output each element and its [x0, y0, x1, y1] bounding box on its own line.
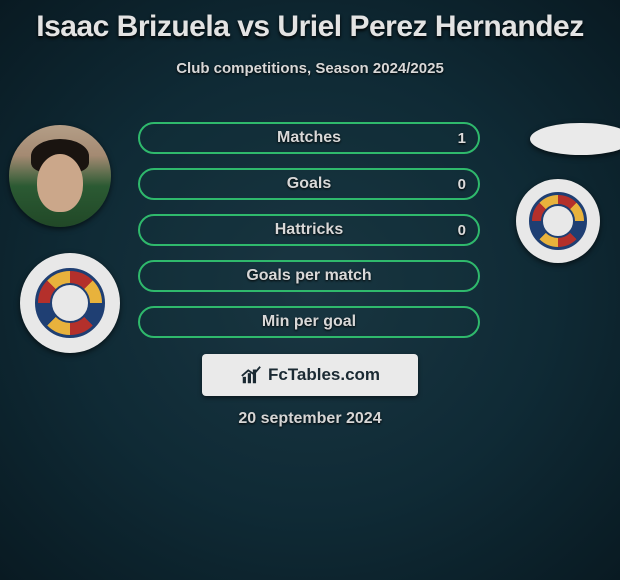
- club-crest-icon: [529, 192, 588, 251]
- club-crest-icon: [35, 268, 105, 338]
- metric-label: Min per goal: [262, 313, 356, 331]
- bar-chart-icon: [240, 364, 262, 386]
- metric-value: 0: [458, 222, 466, 239]
- branding-text: FcTables.com: [268, 365, 380, 385]
- metric-label: Goals per match: [246, 267, 371, 285]
- club-logo-right: [516, 179, 600, 263]
- metric-row: Min per goal: [138, 306, 480, 338]
- metric-value: 1: [458, 130, 466, 147]
- metric-row: Hattricks 0: [138, 214, 480, 246]
- metric-value: 0: [458, 176, 466, 193]
- metric-row: Goals 0: [138, 168, 480, 200]
- metric-row: Goals per match: [138, 260, 480, 292]
- metric-label: Matches: [277, 129, 341, 147]
- branding-badge: FcTables.com: [202, 354, 418, 396]
- metric-label: Goals: [287, 175, 331, 193]
- metric-row: Matches 1: [138, 122, 480, 154]
- club-logo-left: [20, 253, 120, 353]
- metrics-panel: Matches 1 Goals 0 Hattricks 0 Goals per …: [138, 122, 480, 352]
- player-left-avatar: [9, 125, 111, 227]
- metric-label: Hattricks: [275, 221, 343, 239]
- avatar-face: [37, 154, 83, 212]
- date-text: 20 september 2024: [0, 410, 620, 428]
- subtitle: Club competitions, Season 2024/2025: [0, 60, 620, 77]
- page-title: Isaac Brizuela vs Uriel Perez Hernandez: [0, 0, 620, 44]
- player-right-avatar: [530, 123, 620, 155]
